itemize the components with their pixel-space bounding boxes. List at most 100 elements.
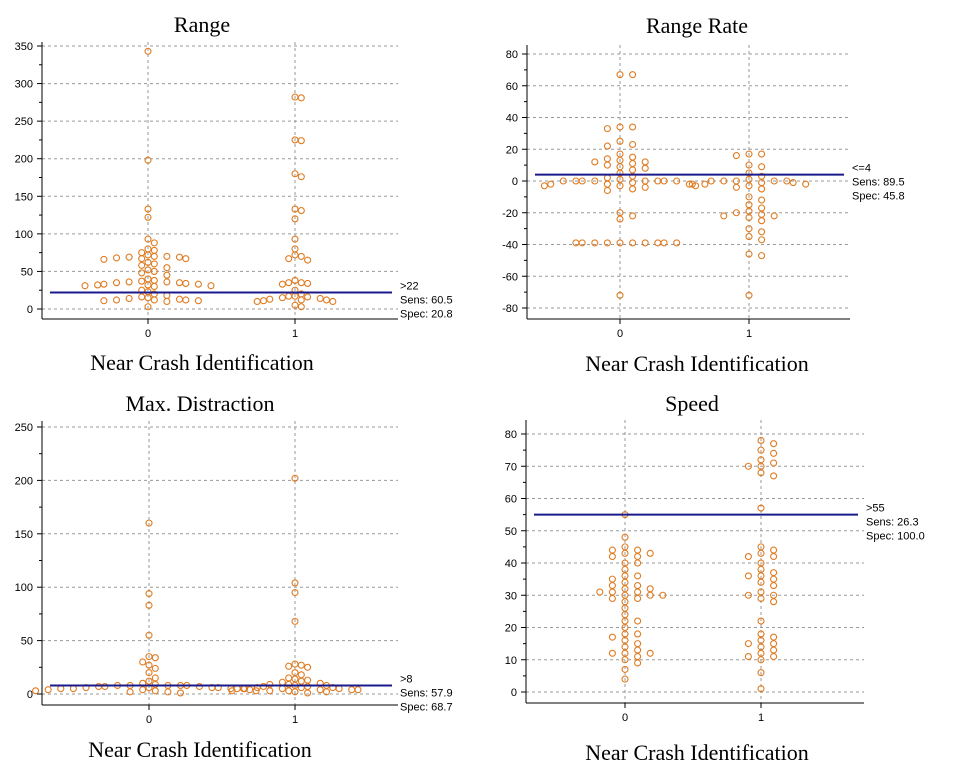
data-point [757,656,765,664]
x-tick-label: 1 [292,714,298,726]
data-point [291,474,299,482]
data-point [266,295,274,303]
data-point [758,179,766,187]
data-point [621,665,629,673]
data-point [144,251,152,259]
data-point [745,193,753,201]
y-tick-label: -80 [502,303,518,315]
data-point [572,239,580,247]
data-point [758,217,766,225]
data-point [591,177,599,185]
data-point [783,177,791,185]
data-point [145,631,153,639]
data-point [603,180,611,188]
data-point [207,282,215,290]
data-point [745,250,753,258]
data-point [732,209,740,217]
x-tick-label: 1 [758,712,764,724]
data-point [629,123,637,131]
specificity-label: Spec: 100.0 [866,531,925,543]
data-point [591,158,599,166]
data-point [621,549,629,557]
data-point [195,682,203,691]
data-point [182,279,190,288]
y-tick-label: -40 [502,240,518,252]
data-point [285,255,293,263]
data-point [291,215,299,223]
data-point [163,271,171,279]
data-point [757,436,765,445]
y-tick-label: 80 [506,49,518,61]
y-tick-label: 150 [15,191,33,203]
x-axis-label: Near Crash Identification [585,740,809,765]
data-point [634,594,642,603]
data-point [297,279,305,287]
data-point [144,281,152,289]
data-point [285,662,293,670]
data-point [608,546,616,554]
y-tick-label: 100 [15,229,33,241]
criterion-value-label: >22 [400,280,419,292]
data-point [285,680,293,688]
data-point [616,239,624,247]
data-point [95,682,103,691]
data-point [266,680,274,688]
y-tick-label: -60 [502,271,518,283]
chart-title: Speed [665,391,719,416]
data-point [629,166,637,174]
data-point [770,582,778,590]
data-point [163,278,171,286]
data-point [144,266,152,274]
data-point [758,150,766,158]
data-point [138,249,146,257]
data-point [745,161,753,169]
data-point [673,177,681,185]
data-point [688,180,696,188]
data-point [291,617,299,625]
data-point [616,182,624,190]
data-point [659,591,667,599]
data-point [758,236,766,244]
data-point [770,472,778,480]
sensitivity-label: Sens: 26.3 [866,517,919,529]
data-point [641,239,649,247]
data-point [297,137,305,145]
data-point [175,295,184,303]
chart-3: Max. Distraction Near Crash Identificatio… [15,391,453,762]
data-point [758,228,766,236]
data-point [608,633,616,641]
data-point [291,301,299,309]
y-tick-label: 0 [511,687,517,699]
x-tick-label: 1 [746,328,752,340]
data-point [139,658,147,666]
data-point [151,687,159,695]
y-tick-label: 200 [15,475,33,487]
data-point [744,640,752,648]
data-point [660,177,668,185]
data-point [138,277,146,285]
y-tick-label: 0 [27,304,33,316]
data-point [789,179,797,187]
data-point [621,675,629,683]
data-point [150,246,158,254]
x-tick-label: 0 [622,712,628,724]
data-point [646,585,654,593]
data-point [770,569,778,577]
data-point [145,601,153,609]
sensitivity-label: Sens: 57.9 [400,687,453,699]
data-point [57,685,65,693]
data-point [758,210,766,218]
data-point [572,177,580,185]
data-point [144,213,152,221]
data-point [150,239,158,247]
data-point [634,572,642,580]
data-point [175,253,184,261]
data-point [770,440,778,448]
data-point [164,688,172,696]
data-point [150,282,158,291]
data-point [259,297,268,305]
data-point [144,303,152,311]
data-point [757,594,765,603]
data-point [297,661,305,669]
